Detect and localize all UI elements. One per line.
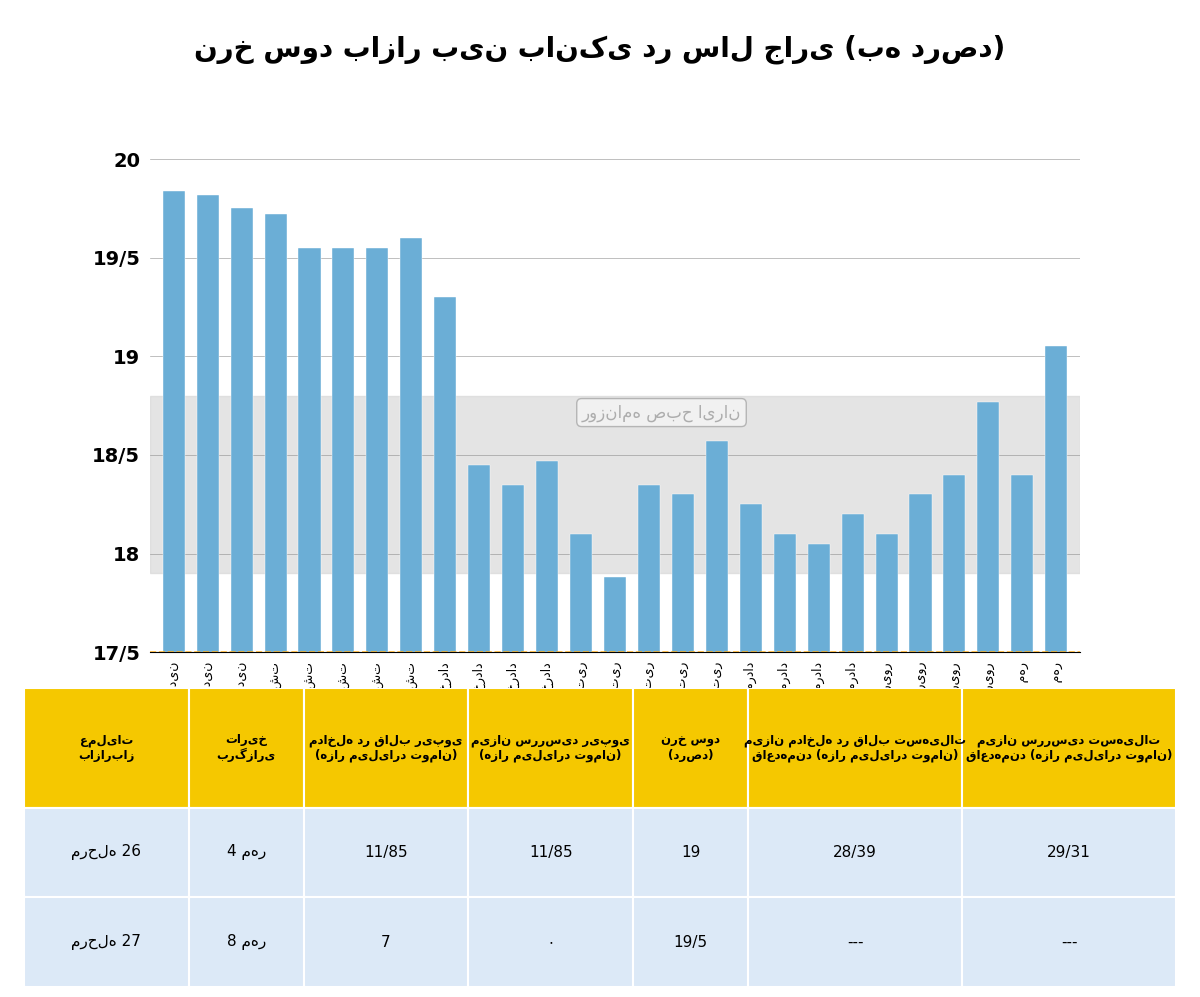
FancyBboxPatch shape [748,897,962,987]
Bar [366,248,389,652]
Bar [876,533,898,652]
Text: عملیات
بازارباز: عملیات بازارباز [78,734,134,762]
Text: 19: 19 [680,844,701,860]
FancyBboxPatch shape [188,897,304,987]
Text: مداخله در قالب ریپوی
(هزار میلیارد تومان): مداخله در قالب ریپوی (هزار میلیارد تومان… [310,734,463,762]
Bar [943,475,966,652]
Bar [706,441,728,652]
Bar [739,504,762,652]
FancyBboxPatch shape [24,688,188,808]
FancyBboxPatch shape [962,897,1176,987]
Text: 4 مهر: 4 مهر [227,844,265,860]
FancyBboxPatch shape [188,688,304,808]
Text: نرخ سود بازار بین بانکی در سال جاری (به درصد): نرخ سود بازار بین بانکی در سال جاری (به … [194,35,1006,65]
Bar [841,514,864,652]
Text: نرخ سود
(درصد): نرخ سود (درصد) [661,734,720,762]
Text: ---: --- [1061,934,1078,950]
Bar [434,297,456,652]
Bar [230,208,253,652]
FancyBboxPatch shape [748,688,962,808]
Bar [672,495,694,652]
Bar [264,214,287,652]
FancyBboxPatch shape [962,688,1176,808]
Text: روزنامه صبح ایران: روزنامه صبح ایران [582,404,742,422]
FancyBboxPatch shape [962,808,1176,897]
Bar [468,465,491,652]
Bar [638,485,660,652]
FancyBboxPatch shape [304,808,468,897]
Text: 8 مهر: 8 مهر [227,934,265,950]
Bar [163,190,185,652]
FancyBboxPatch shape [24,897,188,987]
Bar [774,533,796,652]
Text: میزان سررسید ریپوی
(هزار میلیارد تومان): میزان سررسید ریپوی (هزار میلیارد تومان) [472,734,630,762]
Text: 11/85: 11/85 [529,844,572,860]
Bar [570,533,592,652]
Bar [1012,475,1033,652]
Bar [502,485,524,652]
FancyBboxPatch shape [632,688,748,808]
Bar [977,402,1000,652]
Bar [150,396,1080,573]
Text: مرحله 27: مرحله 27 [71,934,142,950]
Text: ⋅: ⋅ [548,934,553,950]
Text: میزان سررسید تسهیلات
قاعدهمند (هزار میلیارد تومان): میزان سررسید تسهیلات قاعدهمند (هزار میلی… [966,734,1172,762]
Text: 11/85: 11/85 [365,844,408,860]
Bar [1045,347,1067,652]
Text: 19/5: 19/5 [673,934,708,950]
Text: تاریخ
برگزاری: تاریخ برگزاری [216,733,276,763]
FancyBboxPatch shape [304,688,468,808]
Text: میزان مداخله در قالب تسهیلات
قاعدهمند (هزار میلیارد تومان): میزان مداخله در قالب تسهیلات قاعدهمند (ه… [744,734,966,762]
Bar [536,461,558,652]
Bar [808,543,829,652]
Bar [604,577,626,652]
Bar [401,238,422,652]
FancyBboxPatch shape [24,808,188,897]
Text: ---: --- [847,934,863,950]
Text: 29/31: 29/31 [1048,844,1091,860]
Bar [299,248,320,652]
FancyBboxPatch shape [468,688,632,808]
Text: 7: 7 [382,934,391,950]
FancyBboxPatch shape [632,808,748,897]
Text: 28/39: 28/39 [833,844,877,860]
Bar [910,495,931,652]
Bar [332,248,354,652]
FancyBboxPatch shape [468,808,632,897]
FancyBboxPatch shape [188,808,304,897]
FancyBboxPatch shape [304,897,468,987]
FancyBboxPatch shape [468,897,632,987]
Text: مرحله 26: مرحله 26 [71,844,142,860]
FancyBboxPatch shape [632,897,748,987]
Bar [197,194,218,652]
FancyBboxPatch shape [748,808,962,897]
